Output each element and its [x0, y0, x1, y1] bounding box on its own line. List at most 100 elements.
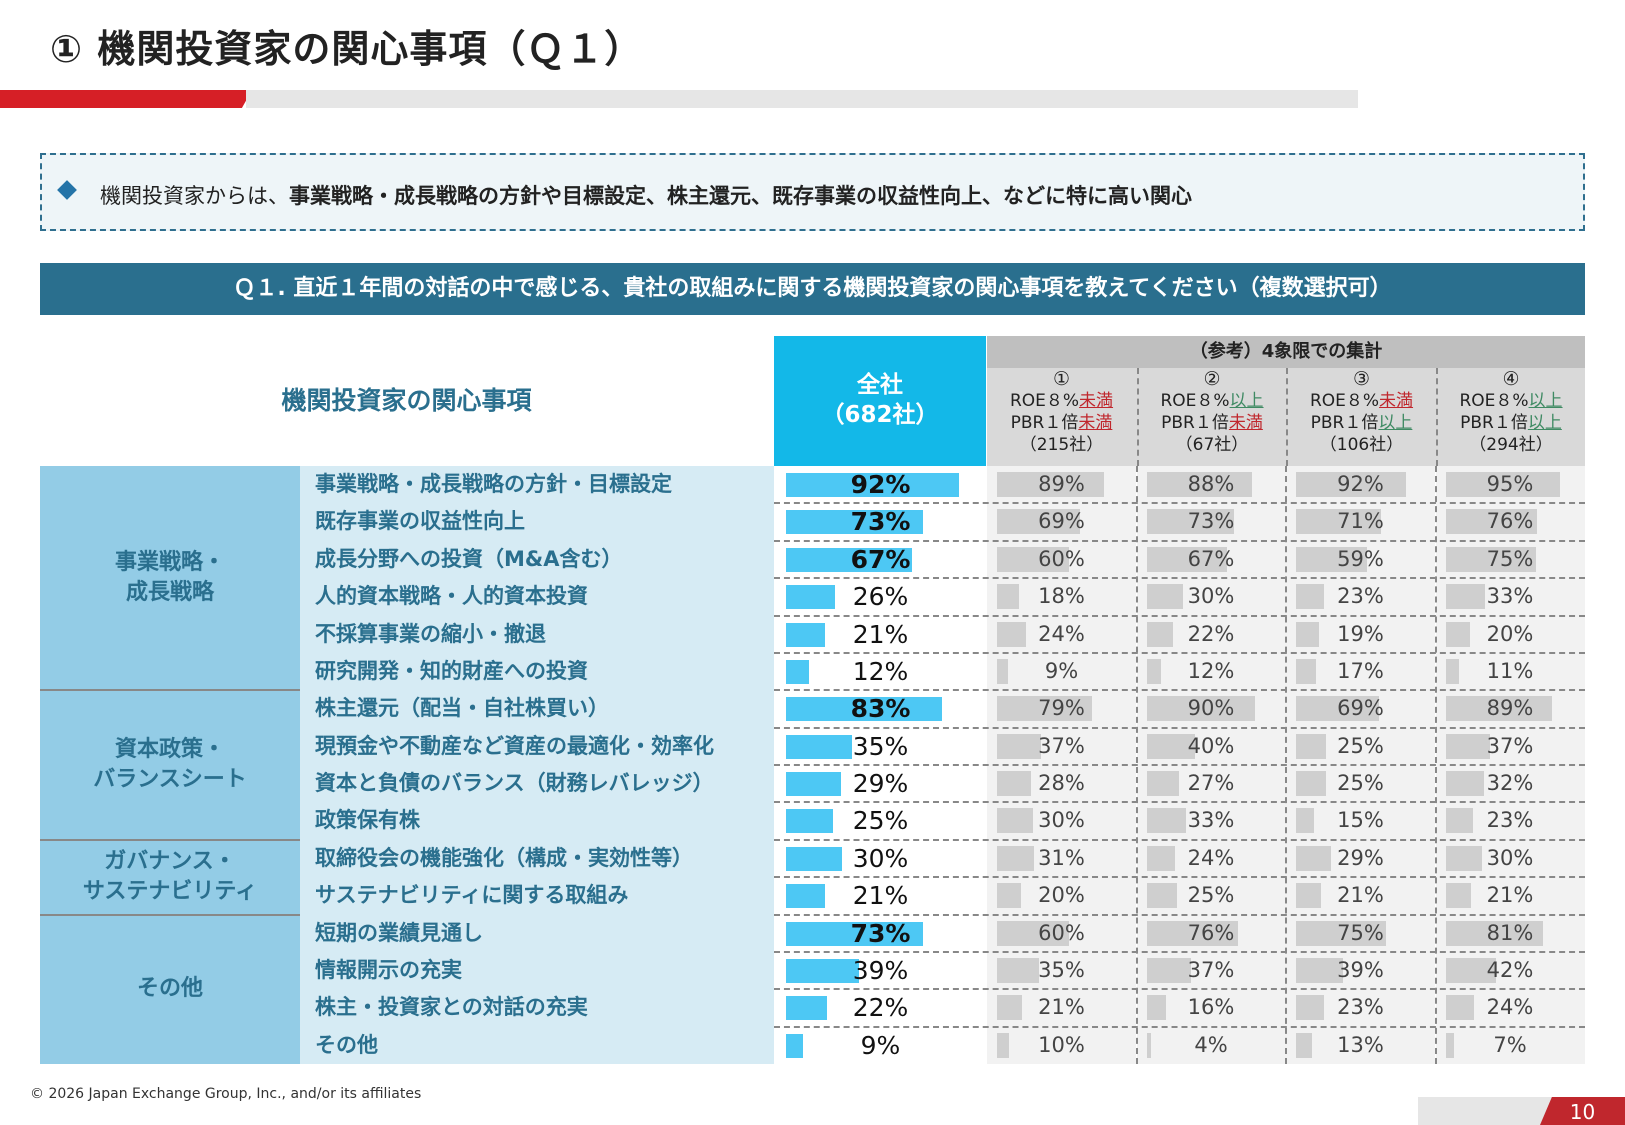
quadrant-bar [1445, 920, 1543, 946]
row-separator [774, 764, 1585, 766]
table-row: 株主・投資家との対話の充実 22% 21% 16% 23% 24% [300, 989, 1585, 1027]
all-companies-bar [786, 510, 924, 535]
quadrant-value: 95% [1486, 472, 1534, 496]
row-label: 政策保有株 [300, 802, 774, 840]
row-separator [774, 838, 1585, 841]
row-label: 不採算事業の縮小・撤退 [300, 615, 774, 653]
quadrant-1-cell: 89% [987, 466, 1136, 504]
quadrant-2-cell: 90% [1136, 690, 1286, 728]
all-companies-cell: 22% [774, 989, 987, 1027]
quadrant-number: ② [1203, 368, 1221, 390]
quadrant-bar [1445, 621, 1470, 647]
quadrant-value: 67% [1187, 546, 1235, 571]
quadrant-separator [1285, 466, 1287, 1064]
quadrant-count: （106社） [1319, 435, 1404, 455]
quadrant-pbr-condition: 以上 [1527, 413, 1562, 433]
quadrant-2-cell: 25% [1136, 877, 1286, 915]
quadrant-2-cell: 67% [1136, 540, 1286, 579]
row-separator [774, 577, 1585, 580]
header-all-count: （682社） [821, 402, 939, 428]
quadrant-value: 76% [1486, 509, 1534, 534]
quadrant-value: 4% [1194, 1032, 1228, 1057]
quadrant-bar [1296, 621, 1319, 647]
quadrant-4-cell: 37% [1435, 727, 1585, 765]
quadrant-bar [1146, 658, 1161, 684]
quadrant-value: 10% [1038, 1032, 1085, 1057]
all-companies-bar [786, 585, 835, 610]
row-label: その他 [300, 1026, 774, 1064]
quadrant-value: 27% [1187, 771, 1235, 795]
quadrant-bar [1296, 658, 1317, 684]
header-topic: 機関投資家の関心事項 [281, 386, 532, 415]
quadrant-roe-condition: 以上 [1528, 391, 1563, 411]
category-label: ガバナンス・ サステナビリティ [40, 839, 300, 915]
quadrant-bar [1146, 957, 1191, 983]
quadrant-value: 19% [1337, 621, 1384, 646]
table-row: 事業戦略・成長戦略の方針・目標設定 92% 89% 88% 92% 95% [300, 466, 1585, 504]
all-companies-cell: 21% [774, 877, 987, 915]
quadrant-bar [997, 883, 1021, 909]
quadrant-bar [1445, 808, 1474, 834]
all-companies-cell: 12% [774, 652, 987, 691]
all-companies-value: 39% [852, 955, 909, 985]
quadrant-bar [997, 920, 1069, 946]
all-companies-value: 9% [860, 1030, 901, 1060]
all-companies-bar [786, 659, 809, 684]
quadrant-2-cell: 22% [1136, 615, 1286, 653]
quadrant-4-cell: 30% [1435, 839, 1585, 878]
quadrant-bar [1296, 883, 1322, 909]
row-separator [774, 651, 1585, 654]
quadrant-bar [1146, 771, 1179, 796]
all-companies-value: 26% [852, 582, 909, 612]
quadrant-value: 60% [1038, 920, 1085, 945]
quadrant-bar [1296, 1032, 1312, 1058]
quadrant-value: 32% [1486, 771, 1534, 795]
quadrant-value: 90% [1187, 696, 1235, 721]
row-label: 短期の業績見通し [300, 914, 774, 952]
quadrant-bar [997, 1032, 1009, 1058]
row-label: 既存事業の収益性向上 [300, 503, 774, 541]
all-companies-cell: 26% [774, 578, 987, 616]
row-separator [774, 801, 1585, 804]
quadrant-value: 12% [1187, 658, 1235, 683]
all-companies-value: 30% [852, 843, 909, 873]
quadrant-1-cell: 10% [987, 1026, 1136, 1064]
all-companies-bar [786, 734, 852, 759]
header-all-label: 全社 [857, 372, 903, 398]
quadrant-3-cell: 69% [1286, 690, 1435, 728]
quadrant-value: 20% [1486, 621, 1534, 646]
row-separator [774, 913, 1585, 916]
quadrant-bar [1296, 509, 1382, 535]
all-companies-value: 25% [852, 806, 909, 836]
quadrant-value: 71% [1337, 509, 1384, 534]
quadrant-3-cell: 25% [1286, 765, 1435, 803]
quadrant-bar [1296, 472, 1407, 497]
all-companies-value: 21% [852, 881, 909, 911]
table-row: 研究開発・知的財産への投資 12% 9% 12% 17% 11% [300, 652, 1585, 691]
quadrant-value: 69% [1038, 509, 1085, 534]
quadrant-bar [1296, 957, 1343, 983]
quadrant-value: 15% [1337, 808, 1384, 833]
header-reference-title: （参考）4象限での集計 [987, 336, 1585, 368]
quadrant-bar [1445, 733, 1490, 759]
all-companies-value: 67% [850, 544, 911, 574]
all-companies-value: 22% [852, 993, 909, 1023]
quadrant-1-cell: 21% [987, 989, 1136, 1027]
quadrant-value: 75% [1337, 920, 1384, 945]
quadrant-bar [1445, 1032, 1454, 1058]
quadrant-1-cell: 30% [987, 802, 1136, 840]
quadrant-number: ④ [1502, 368, 1520, 390]
quadrant-bar [1445, 771, 1484, 796]
title-underline-bar [246, 90, 1358, 108]
quadrant-bar [1146, 546, 1227, 572]
table-row: サステナビリティに関する取組み 21% 20% 25% 21% 21% [300, 877, 1585, 915]
quadrant-value: 89% [1038, 472, 1085, 496]
all-companies-bar [786, 996, 828, 1021]
quadrant-value: 76% [1187, 920, 1235, 945]
quadrant-roe-condition: 未満 [1379, 391, 1414, 411]
quadrant-bar [1445, 472, 1560, 497]
quadrant-pbr-prefix: PBR１倍 [1310, 413, 1379, 433]
quadrant-bar [1146, 808, 1187, 834]
quadrant-4-cell: 11% [1435, 652, 1585, 691]
quadrant-4-cell: 81% [1435, 914, 1585, 952]
